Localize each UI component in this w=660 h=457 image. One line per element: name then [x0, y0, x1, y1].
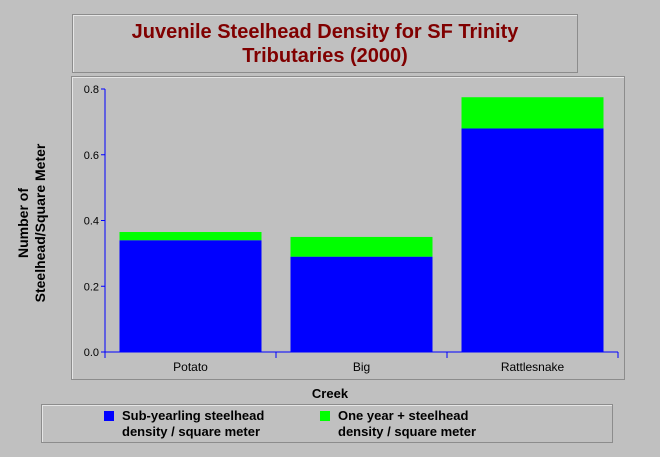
y-axis-label-line1: Number of — [15, 188, 31, 259]
legend-label-line1: Sub-yearling steelhead — [122, 408, 265, 423]
y-axis-label: Number of Steelhead/Square Meter — [15, 144, 49, 303]
legend-label-one-year-plus: One year + steelhead density / square me… — [338, 408, 476, 440]
legend-label-sub-yearling: Sub-yearling steelhead density / square … — [122, 408, 264, 440]
x-axis-label: Creek — [311, 386, 349, 401]
bar-big-series2 — [290, 236, 433, 257]
legend: Sub-yearling steelhead density / square … — [41, 404, 613, 443]
x-tick-label: Potato — [173, 360, 208, 374]
bar-big-series1 — [290, 256, 433, 352]
legend-label-line2: density / square meter — [122, 424, 260, 439]
legend-swatch-sub-yearling — [104, 411, 114, 421]
bar-potato-series1 — [119, 240, 262, 352]
bar-potato-series2 — [119, 232, 262, 241]
x-tick-label: Rattlesnake — [501, 360, 565, 374]
legend-label-line2: density / square meter — [338, 424, 476, 439]
plot-area — [71, 76, 625, 380]
y-tick-label: 0.0 — [84, 347, 99, 359]
chart-title: Juvenile Steelhead Density for SF Trinit… — [72, 14, 578, 73]
chart-title-line1: Juvenile Steelhead Density for SF Trinit… — [131, 20, 519, 43]
y-tick-label: 0.8 — [84, 84, 99, 96]
legend-label-line1: One year + steelhead — [338, 408, 469, 423]
bar-rattlesnake-series2 — [461, 97, 604, 129]
y-axis-label-line2: Steelhead/Square Meter — [32, 143, 48, 303]
y-tick-label: 0.2 — [84, 281, 99, 293]
legend-item-one-year-plus: One year + steelhead density / square me… — [320, 408, 476, 440]
y-tick-label: 0.6 — [84, 150, 99, 162]
legend-item-sub-yearling: Sub-yearling steelhead density / square … — [104, 408, 264, 440]
bar-rattlesnake-series1 — [461, 128, 604, 352]
legend-swatch-one-year-plus — [320, 411, 330, 421]
x-tick-label: Big — [353, 360, 370, 374]
y-tick-label: 0.4 — [84, 216, 99, 228]
chart-title-line2: Tributaries (2000) — [242, 44, 408, 67]
